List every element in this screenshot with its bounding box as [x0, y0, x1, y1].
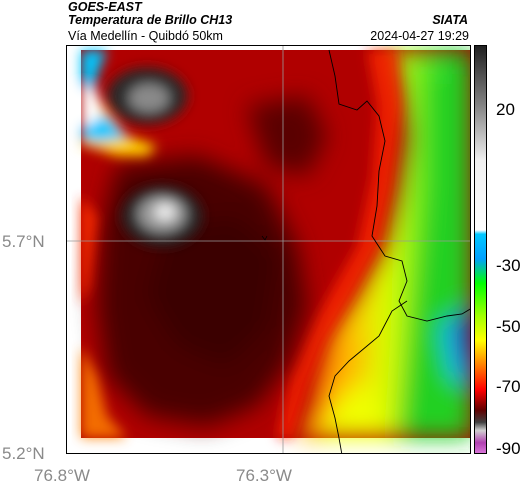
colorbar-tick-20: 20: [496, 100, 515, 119]
lon-label-76-8: 76.8°W: [34, 466, 90, 485]
organization-label: SIATA: [432, 13, 468, 27]
border-line: [328, 49, 470, 322]
lat-label-5-7: 5.7°N: [2, 232, 45, 251]
colorbar-tick-neg70: -70: [496, 377, 521, 396]
colorbar: [474, 45, 487, 454]
product-title: Temperatura de Brillo CH13: [68, 13, 233, 27]
colorbar-tick-neg50: -50: [496, 317, 521, 336]
lat-label-5-2: 5.2°N: [2, 444, 45, 463]
satellite-title: GOES-EAST: [68, 0, 142, 14]
colorbar-tick-neg90: -90: [496, 439, 521, 458]
brightness-temperature-map: [67, 46, 470, 453]
border-line-south: [261, 235, 268, 241]
lon-label-76-3: 76.3°W: [236, 466, 292, 485]
river-line: [328, 300, 408, 453]
route-label: Vía Medellín - Quibdó 50km: [68, 29, 223, 43]
timestamp-label: 2024-04-27 19:29: [370, 29, 469, 43]
map-panel: [66, 45, 471, 454]
colorbar-tick-neg30: -30: [496, 256, 521, 275]
